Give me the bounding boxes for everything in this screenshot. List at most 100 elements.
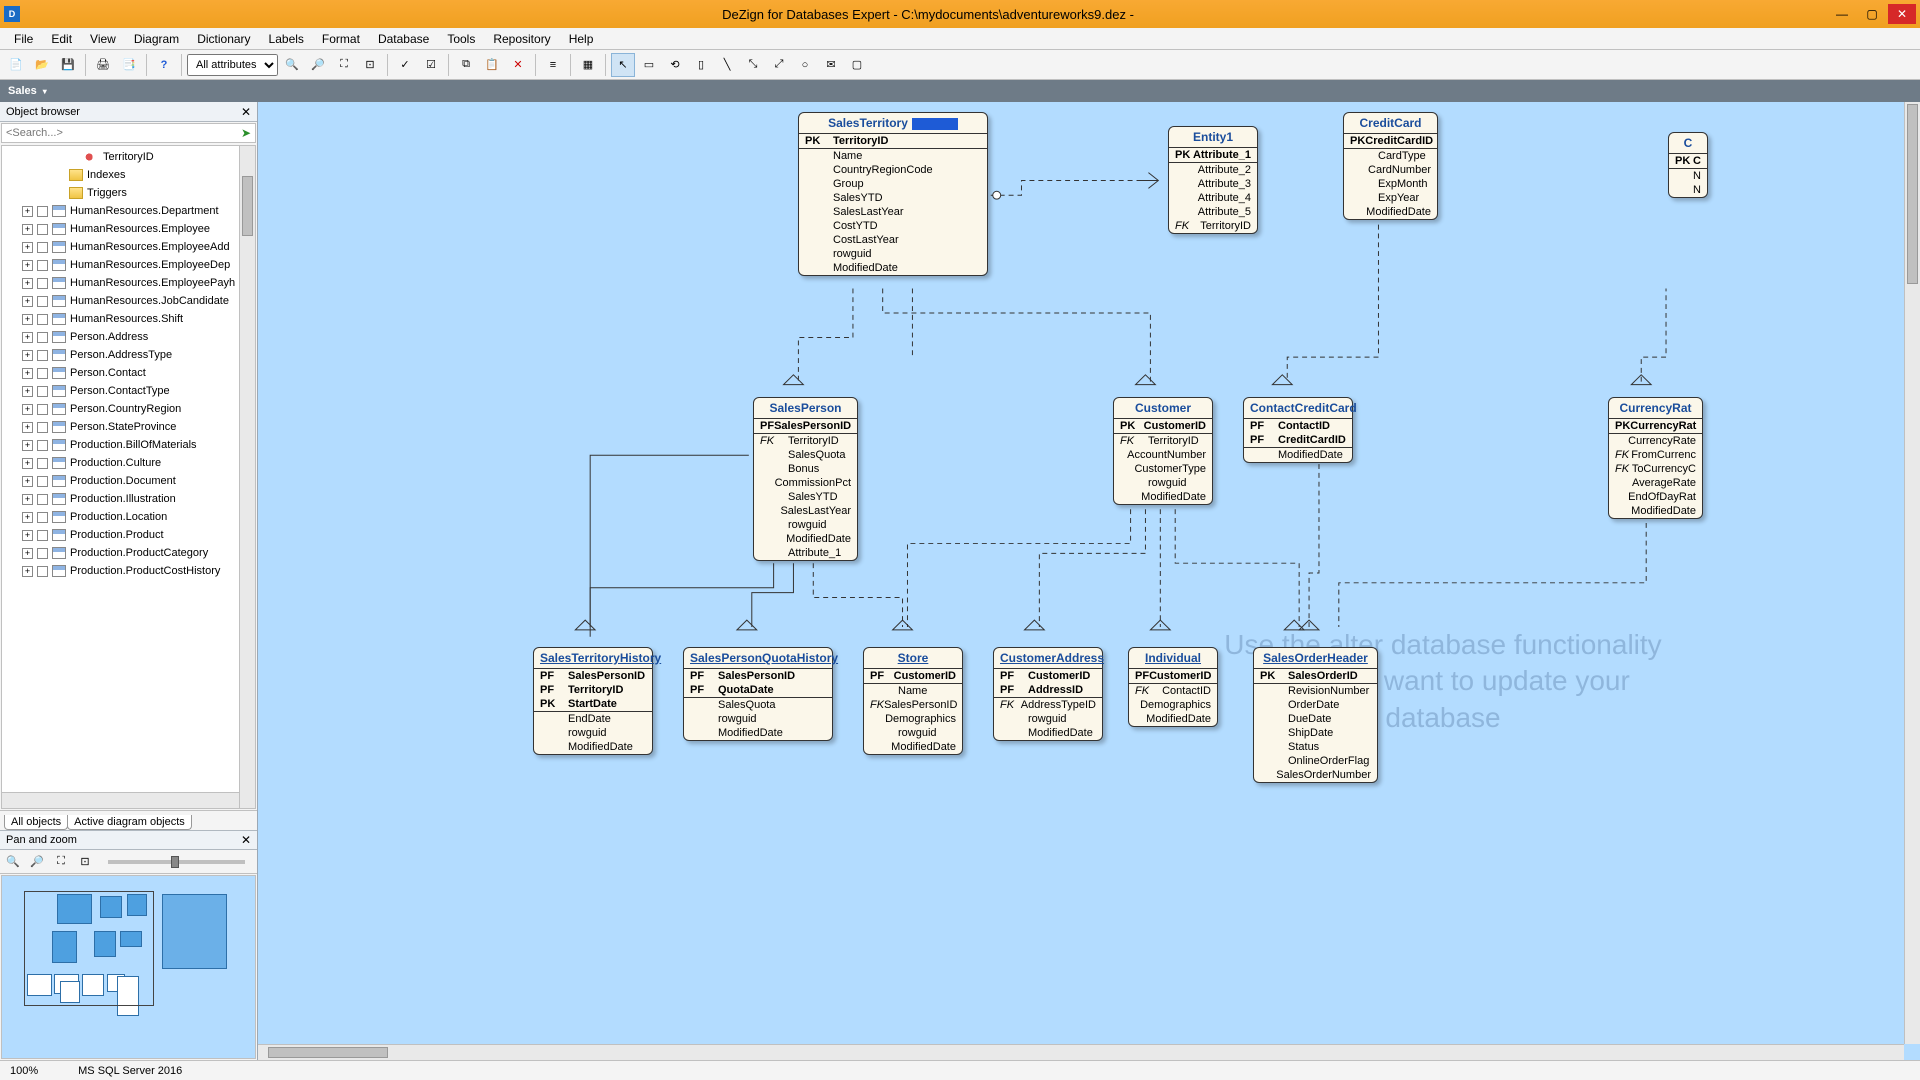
tree-item[interactable]: +Person.CountryRegion — [2, 400, 255, 418]
entity-SalesPerson[interactable]: SalesPersonPFSalesPersonIDFKTerritoryIDS… — [753, 397, 858, 561]
tree-item[interactable]: +Production.Illustration — [2, 490, 255, 508]
tree-item[interactable]: +HumanResources.EmployeeDep — [2, 256, 255, 274]
tab-active-diagram[interactable]: Active diagram objects — [67, 815, 192, 830]
search-go-icon[interactable]: ➤ — [241, 126, 251, 140]
tree-item[interactable]: +Person.Contact — [2, 364, 255, 382]
tree-item[interactable]: +Production.ProductCostHistory — [2, 562, 255, 580]
help-icon[interactable]: ? — [152, 53, 176, 77]
note-icon[interactable]: ✉ — [819, 53, 843, 77]
save-icon[interactable]: 💾 — [56, 53, 80, 77]
tree-item[interactable]: +Person.AddressType — [2, 346, 255, 364]
zoom-100-icon[interactable]: ⊡ — [358, 53, 382, 77]
close-button[interactable]: ✕ — [1888, 4, 1916, 24]
grid-icon[interactable]: ▦ — [576, 53, 600, 77]
tree-item[interactable]: +HumanResources.EmployeePayh — [2, 274, 255, 292]
entity-ContactCreditCard[interactable]: ContactCreditCardPFContactIDPFCreditCard… — [1243, 397, 1353, 463]
entity-SalesOrderHeader[interactable]: SalesOrderHeaderPKSalesOrderIDRevisionNu… — [1253, 647, 1378, 783]
check-icon[interactable]: ✓ — [393, 53, 417, 77]
entity-CurrencyRate[interactable]: CurrencyRatPKCurrencyRatCurrencyRateFKFr… — [1608, 397, 1703, 519]
diagram-tab-dropdown-icon[interactable]: ▾ — [43, 87, 47, 96]
menu-help[interactable]: Help — [561, 30, 602, 48]
menu-edit[interactable]: Edit — [43, 30, 80, 48]
entity-Entity1[interactable]: Entity1PKAttribute_1Attribute_2Attribute… — [1168, 126, 1258, 234]
new-icon[interactable]: 📄 — [4, 53, 28, 77]
menu-format[interactable]: Format — [314, 30, 368, 48]
tree-item[interactable]: +HumanResources.JobCandidate — [2, 292, 255, 310]
entity-SalesTerritoryHistory[interactable]: SalesTerritoryHistoryPFSalesPersonIDPFTe… — [533, 647, 653, 755]
entity-Individual[interactable]: IndividualPFCustomerIDFKContactIDDemogra… — [1128, 647, 1218, 727]
tree-item[interactable]: +HumanResources.Employee — [2, 220, 255, 238]
object-browser-close-icon[interactable]: ✕ — [241, 105, 251, 119]
delete-icon[interactable]: ✕ — [506, 53, 530, 77]
paste-icon[interactable]: 📋 — [480, 53, 504, 77]
print-preview-icon[interactable]: 📑 — [117, 53, 141, 77]
tree-item[interactable]: +Person.StateProvince — [2, 418, 255, 436]
tree-item[interactable]: Triggers — [2, 184, 255, 202]
align-icon[interactable]: ≡ — [541, 53, 565, 77]
tree-item[interactable]: +Production.Product — [2, 526, 255, 544]
maximize-button[interactable]: ▢ — [1858, 4, 1886, 24]
conn1-icon[interactable]: ⤡ — [741, 53, 765, 77]
entity-CreditCard[interactable]: CreditCardPKCreditCardIDCardTypeCardNumb… — [1343, 112, 1438, 220]
entity-CustomerAddress[interactable]: CustomerAddressPFCustomerIDPFAddressIDFK… — [993, 647, 1103, 741]
panzoom-close-icon[interactable]: ✕ — [241, 833, 251, 847]
minimize-button[interactable]: — — [1828, 4, 1856, 24]
entity-SalesTerritory[interactable]: SalesTerritoryPKTerritoryIDNameCountryRe… — [798, 112, 988, 276]
menu-repository[interactable]: Repository — [485, 30, 558, 48]
tree-item[interactable]: +Person.ContactType — [2, 382, 255, 400]
circle-icon[interactable]: ○ — [793, 53, 817, 77]
tree-item[interactable]: TerritoryID — [2, 148, 255, 166]
pz-slider[interactable] — [108, 860, 245, 864]
menu-file[interactable]: File — [6, 30, 41, 48]
canvas-hscroll[interactable] — [258, 1044, 1904, 1060]
zoom-fit-icon[interactable]: ⛶ — [332, 53, 356, 77]
open-icon[interactable]: 📂 — [30, 53, 54, 77]
tree-vscroll[interactable] — [239, 146, 255, 808]
zoom-in-icon[interactable]: 🔍 — [280, 53, 304, 77]
diagram-tab-label[interactable]: Sales — [8, 85, 37, 97]
pz-zoomout-icon[interactable]: 🔎 — [28, 853, 46, 871]
entity-tool-icon[interactable]: ▭ — [637, 53, 661, 77]
validate-icon[interactable]: ☑ — [419, 53, 443, 77]
entity-Store[interactable]: StorePFCustomerIDNameFKSalesPersonIDDemo… — [863, 647, 963, 755]
tree-item[interactable]: +HumanResources.Shift — [2, 310, 255, 328]
tree-item[interactable]: +Production.Location — [2, 508, 255, 526]
tree-item[interactable]: +HumanResources.Department — [2, 202, 255, 220]
menu-database[interactable]: Database — [370, 30, 437, 48]
tree-item[interactable]: +Production.Culture — [2, 454, 255, 472]
search-input[interactable]: <Search...> ➤ — [1, 123, 256, 143]
object-tree[interactable]: TerritoryIDIndexesTriggers+HumanResource… — [1, 145, 256, 809]
canvas-vscroll[interactable] — [1904, 102, 1920, 1044]
pointer-icon[interactable]: ↖ — [611, 53, 635, 77]
tool-icon[interactable]: ▯ — [689, 53, 713, 77]
tree-item[interactable]: +HumanResources.EmployeeAdd — [2, 238, 255, 256]
diagram-canvas[interactable]: Use the alter database functionality whe… — [258, 102, 1920, 1060]
zoom-out-icon[interactable]: 🔎 — [306, 53, 330, 77]
copy-icon[interactable]: ⧉ — [454, 53, 478, 77]
menu-dictionary[interactable]: Dictionary — [189, 30, 258, 48]
tree-item[interactable]: +Production.ProductCategory — [2, 544, 255, 562]
pz-zoomin-icon[interactable]: 🔍 — [4, 853, 22, 871]
entity-Partial1[interactable]: CPKCNN — [1668, 132, 1708, 198]
menu-labels[interactable]: Labels — [261, 30, 312, 48]
tree-item[interactable]: Indexes — [2, 166, 255, 184]
tab-all-objects[interactable]: All objects — [4, 815, 68, 830]
entity-SalesPersonQuotaHistory[interactable]: SalesPersonQuotaHistoryPFSalesPersonIDPF… — [683, 647, 833, 741]
tree-item[interactable]: +Production.Document — [2, 472, 255, 490]
relation-icon[interactable]: ⟲ — [663, 53, 687, 77]
menu-view[interactable]: View — [82, 30, 124, 48]
panzoom-minimap[interactable] — [1, 875, 256, 1059]
conn2-icon[interactable]: ⤢ — [767, 53, 791, 77]
attributes-dropdown[interactable]: All attributes — [187, 54, 278, 76]
pz-100-icon[interactable]: ⊡ — [76, 853, 94, 871]
tree-hscroll[interactable] — [2, 792, 239, 808]
menu-tools[interactable]: Tools — [439, 30, 483, 48]
frame-icon[interactable]: ▢ — [845, 53, 869, 77]
line-tool-icon[interactable]: ╲ — [715, 53, 739, 77]
entity-Customer[interactable]: CustomerPKCustomerIDFKTerritoryIDAccount… — [1113, 397, 1213, 505]
tree-item[interactable]: +Person.Address — [2, 328, 255, 346]
menu-diagram[interactable]: Diagram — [126, 30, 187, 48]
pz-fit-icon[interactable]: ⛶ — [52, 853, 70, 871]
print-icon[interactable]: 🖨 — [91, 53, 115, 77]
tree-item[interactable]: +Production.BillOfMaterials — [2, 436, 255, 454]
